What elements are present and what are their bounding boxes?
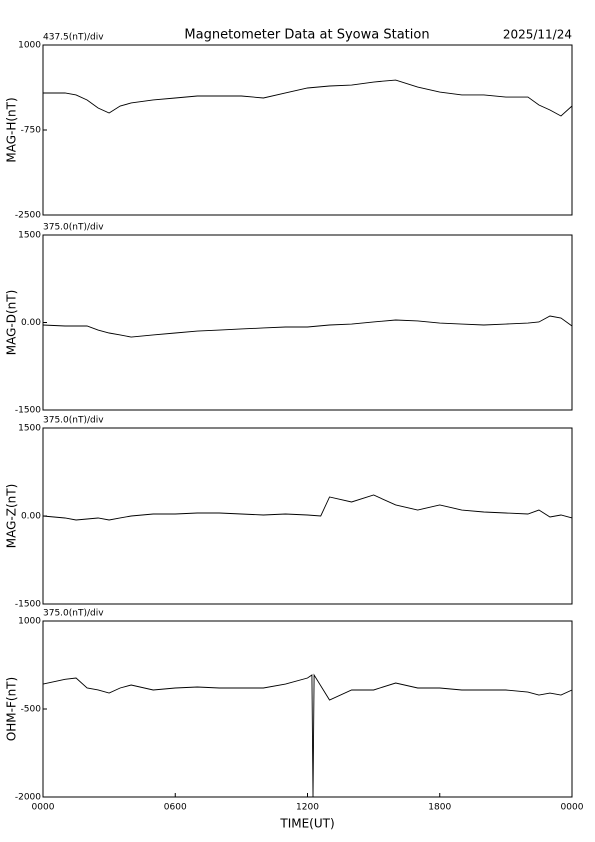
scale-label: 375.0(nT)/div [43,416,104,426]
y-tick-label: 0.00 [21,512,41,522]
date: 2025/11/24 [503,28,572,42]
y-tick-label: -2000 [15,793,41,803]
y-tick-label: 1500 [18,231,41,241]
data-line [42,315,573,338]
x-axis-label: TIME(UT) [279,817,334,831]
y-tick-label: -2500 [15,211,41,221]
y-axis-label: MAG-D(nT) [5,290,19,356]
chart-title: Magnetometer Data at Syowa Station [184,28,429,43]
x-tick-label: 0000 [561,803,584,813]
scale-label: 375.0(nT)/div [43,223,104,233]
data-line [43,79,573,117]
data-line [42,673,573,798]
x-tick-label: 1200 [296,803,319,813]
y-tick-label: 1000 [18,617,41,627]
y-tick-label: -750 [21,126,42,136]
y-axis-label: MAG-Z(nT) [5,484,19,549]
x-tick-label: 0600 [164,803,187,813]
y-tick-label: -500 [21,705,42,715]
scale-label: 375.0(nT)/div [43,609,104,619]
y-tick-label: 1000 [18,41,41,51]
scale-label: 437.5(nT)/div [43,33,104,43]
y-tick-label: 1500 [18,424,41,434]
y-axis-label: MAG-H(nT) [5,97,19,162]
y-tick-label: -1500 [15,600,41,610]
x-tick-label: 1800 [428,803,451,813]
y-tick-label: -1500 [15,406,41,416]
data-line [42,494,573,521]
y-axis-label: OHM-F(nT) [5,677,19,741]
y-tick-label: 0.00 [21,318,41,328]
x-tick-label: 0000 [32,803,55,813]
